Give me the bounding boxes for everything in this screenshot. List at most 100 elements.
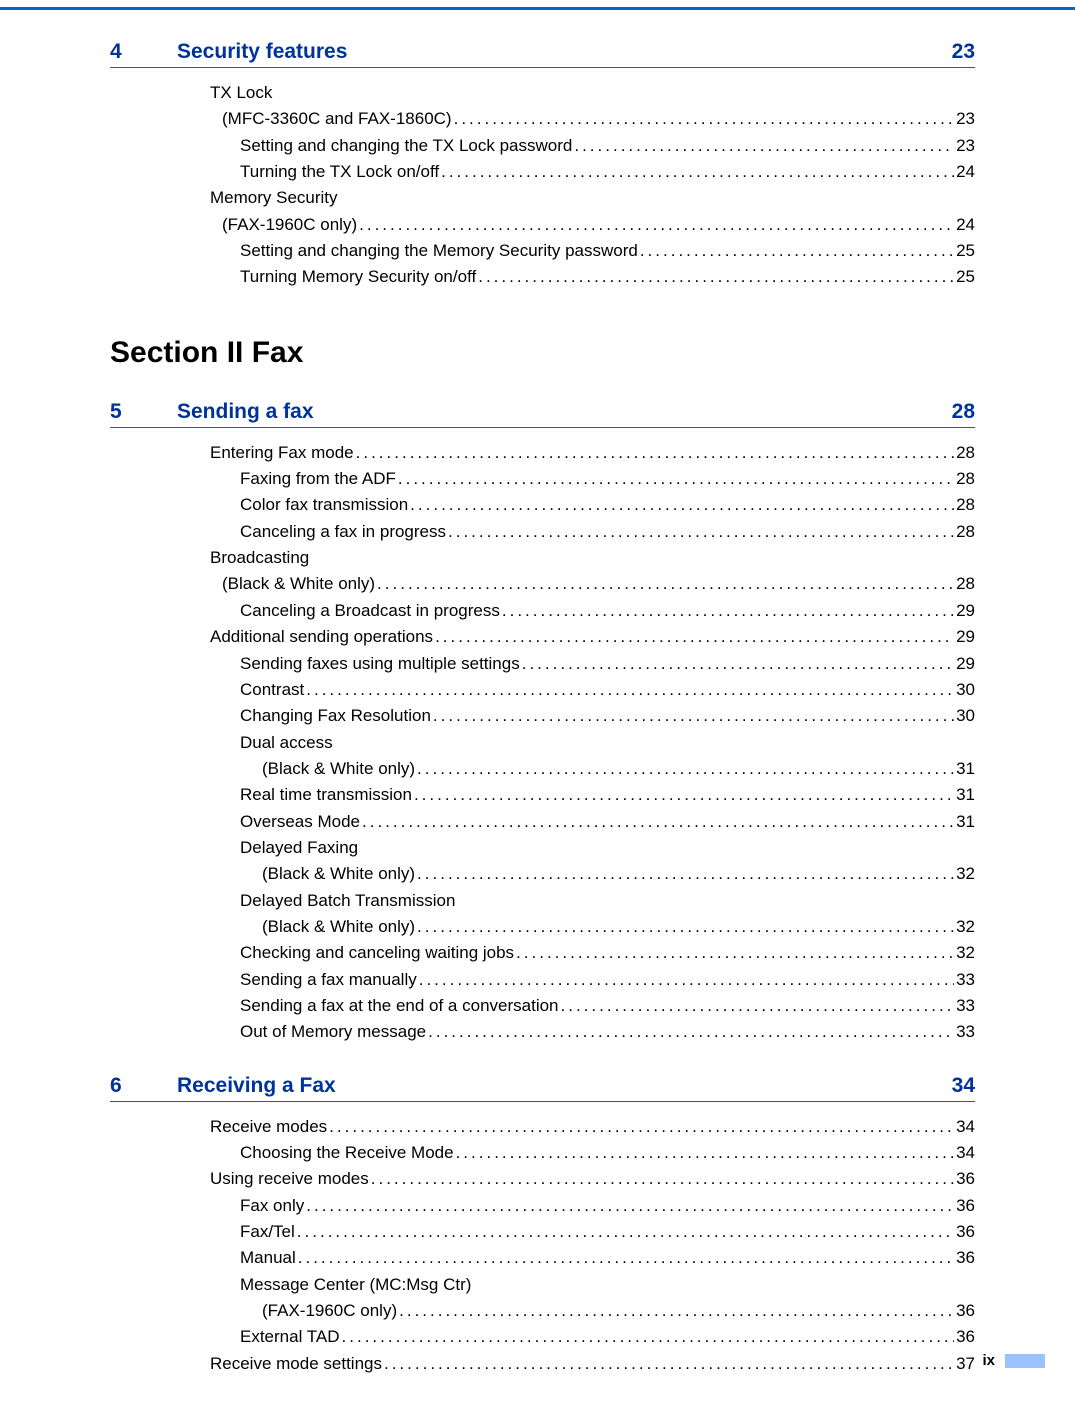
toc-text: Using receive modes: [210, 1166, 369, 1192]
chapter-page: 28: [952, 400, 975, 424]
toc-text: Checking and canceling waiting jobs: [240, 940, 514, 966]
toc-page: 24: [956, 212, 975, 238]
toc-leader-dots: [516, 940, 954, 966]
toc-text: TX Lock: [210, 80, 272, 106]
toc-entry: Receive mode settings37: [210, 1351, 975, 1377]
toc-entry: Using receive modes36: [210, 1166, 975, 1192]
top-border: [0, 7, 1075, 10]
chapter-number: 6: [110, 1074, 177, 1098]
toc-leader-dots: [410, 492, 954, 518]
toc-leader-dots: [384, 1351, 954, 1377]
toc-entry: Out of Memory message33: [210, 1019, 975, 1045]
toc-page: 36: [956, 1245, 975, 1271]
toc-entry: (FAX-1960C only)24: [210, 212, 975, 238]
chapter-number: 5: [110, 400, 177, 424]
toc-page: 36: [956, 1193, 975, 1219]
toc-text: (FAX-1960C only): [262, 1298, 397, 1324]
toc-text: Dual access: [240, 730, 333, 756]
toc-leader-dots: [414, 782, 954, 808]
toc-page: 37: [956, 1351, 975, 1377]
chapter-header-5: 5 Sending a fax 28: [110, 400, 975, 428]
chapter-title: Sending a fax: [177, 400, 952, 424]
toc-entry: TX Lock: [210, 80, 975, 106]
toc-text: Fax/Tel: [240, 1219, 295, 1245]
toc-text: Faxing from the ADF: [240, 466, 396, 492]
chapter-page: 34: [952, 1074, 975, 1098]
toc-page: 31: [956, 809, 975, 835]
toc-leader-dots: [306, 677, 954, 703]
toc-leader-dots: [433, 703, 954, 729]
toc-leader-dots: [342, 1324, 955, 1350]
toc-entry: Contrast30: [210, 677, 975, 703]
chapter-title: Receiving a Fax: [177, 1074, 952, 1098]
toc-page: 34: [956, 1140, 975, 1166]
toc-text: External TAD: [240, 1324, 340, 1350]
toc-text: Sending a fax at the end of a conversati…: [240, 993, 559, 1019]
toc-text: Out of Memory message: [240, 1019, 426, 1045]
toc-text: (Black & White only): [262, 756, 415, 782]
toc-leader-dots: [502, 598, 954, 624]
toc-leader-dots: [640, 238, 954, 264]
toc-entry: Choosing the Receive Mode 34: [210, 1140, 975, 1166]
toc-entry: Dual access: [210, 730, 975, 756]
toc-entry: Real time transmission31: [210, 782, 975, 808]
toc-page: 23: [956, 133, 975, 159]
chapter-page: 23: [952, 40, 975, 64]
toc-page: 25: [956, 264, 975, 290]
toc-page: 36: [956, 1298, 975, 1324]
toc-text: Additional sending operations: [210, 624, 433, 650]
toc-text: Fax only: [240, 1193, 304, 1219]
toc-leader-dots: [362, 809, 954, 835]
toc-leader-dots: [306, 1193, 954, 1219]
toc-entry: Turning Memory Security on/off25: [210, 264, 975, 290]
toc-leader-dots: [561, 993, 955, 1019]
toc-page: 28: [956, 519, 975, 545]
toc-text: Delayed Batch Transmission: [240, 888, 455, 914]
toc-text: Memory Security: [210, 185, 338, 211]
toc-text: Choosing the Receive Mode: [240, 1140, 454, 1166]
toc-leader-dots: [356, 440, 954, 466]
toc-page: 25: [956, 238, 975, 264]
toc-entry: (MFC-3360C and FAX-1860C)23: [210, 106, 975, 132]
toc-text: (MFC-3360C and FAX-1860C): [222, 106, 452, 132]
toc-text: Canceling a Broadcast in progress: [240, 598, 500, 624]
toc-page: 36: [956, 1219, 975, 1245]
content-area: 4 Security features 23 TX Lock(MFC-3360C…: [0, 40, 1075, 1377]
toc-page: 32: [956, 940, 975, 966]
toc-text: (Black & White only): [262, 861, 415, 887]
toc-leader-dots: [522, 651, 954, 677]
toc-page: 33: [956, 967, 975, 993]
toc-entry: Delayed Batch Transmission: [210, 888, 975, 914]
toc-page: 28: [956, 492, 975, 518]
toc-text: (Black & White only): [262, 914, 415, 940]
toc-text: Color fax transmission: [240, 492, 408, 518]
toc-page: 32: [956, 914, 975, 940]
toc-entry: External TAD 36: [210, 1324, 975, 1350]
toc-entry: Checking and canceling waiting jobs 32: [210, 940, 975, 966]
toc-entry: Entering Fax mode 28: [210, 440, 975, 466]
toc-leader-dots: [298, 1245, 954, 1271]
toc-text: Message Center (MC:Msg Ctr): [240, 1272, 471, 1298]
toc-page: 24: [956, 159, 975, 185]
toc-entry: Setting and changing the Memory Security…: [210, 238, 975, 264]
toc-text: Entering Fax mode: [210, 440, 354, 466]
toc-entry: Color fax transmission 28: [210, 492, 975, 518]
toc-leader-dots: [398, 466, 954, 492]
toc-page: 28: [956, 440, 975, 466]
toc-leader-dots: [417, 914, 954, 940]
toc-leader-dots: [297, 1219, 954, 1245]
toc-text: Real time transmission: [240, 782, 412, 808]
toc-leader-dots: [448, 519, 954, 545]
toc-text: Delayed Faxing: [240, 835, 358, 861]
toc-entry: Sending a fax manually 33: [210, 967, 975, 993]
toc-entry: Canceling a fax in progress28: [210, 519, 975, 545]
toc-text: Sending a fax manually: [240, 967, 417, 993]
toc-text: Setting and changing the TX Lock passwor…: [240, 133, 572, 159]
toc-entry: Broadcasting: [210, 545, 975, 571]
toc-entry: (Black & White only)32: [210, 861, 975, 887]
toc-text: Overseas Mode: [240, 809, 360, 835]
toc-page: 36: [956, 1324, 975, 1350]
toc-entry: (Black & White only) 32: [210, 914, 975, 940]
toc-leader-dots: [574, 133, 954, 159]
toc-entry: (Black & White only)28: [210, 571, 975, 597]
